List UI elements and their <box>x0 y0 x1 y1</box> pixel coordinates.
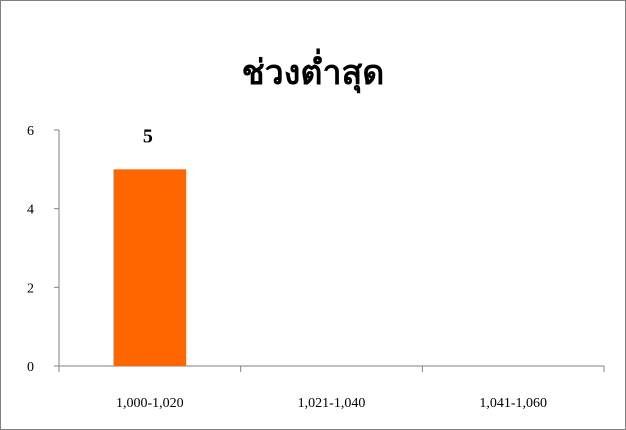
x-axis: 1,000-1,020 1,021-1,040 1,041-1,060 <box>58 365 605 411</box>
bar <box>113 169 187 366</box>
x-tick-label: 1,000-1,020 <box>116 396 184 411</box>
data-label: 5 <box>143 125 153 147</box>
x-tick-label: 1,041-1,060 <box>479 396 547 411</box>
bars <box>113 169 187 366</box>
y-tick-label: 2 <box>27 281 34 296</box>
x-tick-label: 1,021-1,040 <box>298 396 366 411</box>
y-tick-label: 6 <box>27 124 34 139</box>
chart-title: ช่วงต่ำสุด <box>242 48 385 94</box>
y-tick-label: 0 <box>27 360 34 375</box>
y-axis: 0 2 4 6 <box>27 124 60 375</box>
y-tick-label: 4 <box>27 203 34 218</box>
data-labels: 5 <box>143 125 153 147</box>
